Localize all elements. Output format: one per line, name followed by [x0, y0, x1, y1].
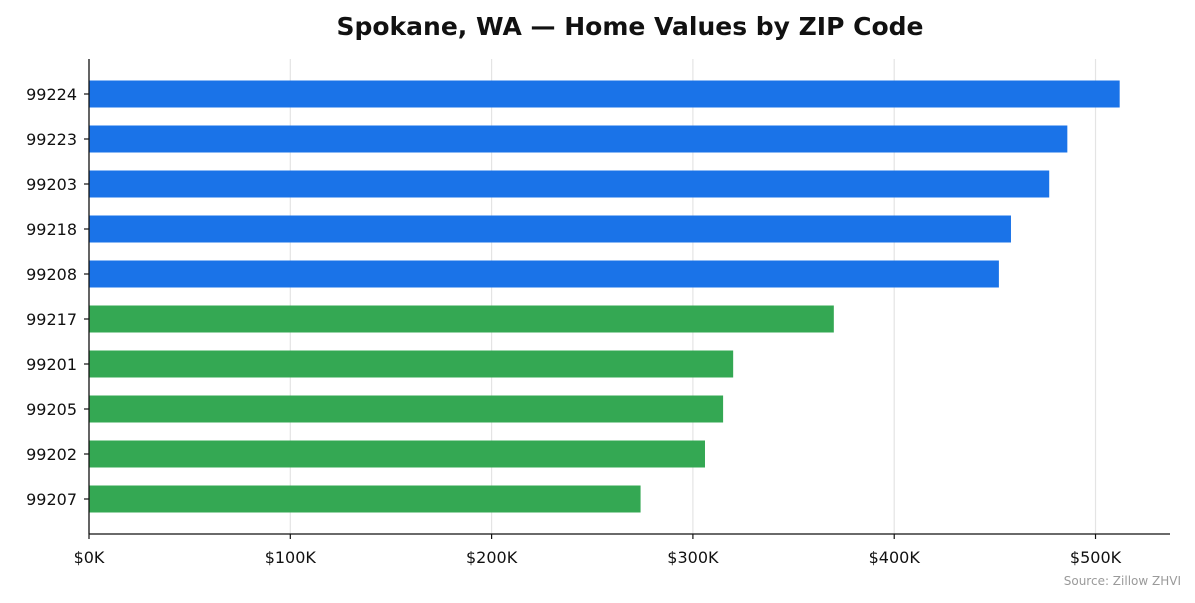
y-tick-label-99223: 99223 [26, 130, 77, 149]
bar-99201 [89, 350, 734, 378]
bar-99224 [89, 80, 1120, 108]
bar-99205 [89, 395, 724, 423]
source-note: Source: Zillow ZHVI [1064, 574, 1181, 588]
y-axis-ticks: 99224 99223 99203 99218 99208 99217 99201 99205… [26, 85, 89, 509]
bar-99202 [89, 440, 705, 468]
y-tick-label-99201: 99201 [26, 355, 77, 374]
x-tick-label: $400K [869, 548, 921, 567]
bar-99203 [89, 170, 1050, 198]
y-tick-label-99217: 99217 [26, 310, 77, 329]
x-tick-label: $200K [466, 548, 518, 567]
x-tick-label: $0K [74, 548, 105, 567]
y-tick-label-99218: 99218 [26, 220, 77, 239]
bar-99223 [89, 125, 1068, 153]
y-tick-label-99207: 99207 [26, 490, 77, 509]
x-tick-label: $300K [667, 548, 719, 567]
bar-99217 [89, 305, 834, 333]
y-tick-label-99208: 99208 [26, 265, 77, 284]
bars [89, 80, 1120, 513]
bar-99218 [89, 215, 1011, 243]
y-tick-label-99205: 99205 [26, 400, 77, 419]
x-tick-label: $500K [1070, 548, 1122, 567]
x-tick-label: $100K [265, 548, 317, 567]
bar-99207 [89, 485, 641, 513]
y-tick-label-99224: 99224 [26, 85, 77, 104]
y-tick-label-99202: 99202 [26, 445, 77, 464]
chart-title: Spokane, WA — Home Values by ZIP Code [336, 12, 923, 41]
bar-99208 [89, 260, 999, 288]
y-tick-label-99203: 99203 [26, 175, 77, 194]
x-axis-ticks: $0K $100K $200K $300K $400K $500K [74, 534, 1122, 567]
